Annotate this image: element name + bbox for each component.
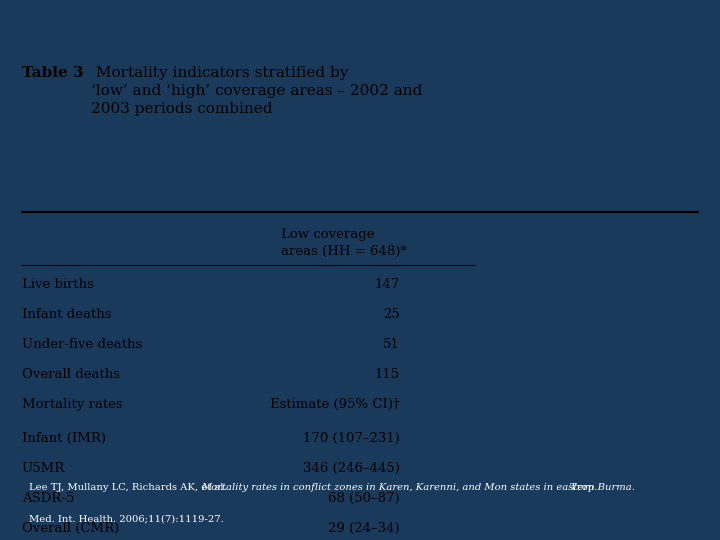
Text: Overall (CMR): Overall (CMR) [22, 522, 119, 535]
Text: U5MR: U5MR [22, 462, 65, 475]
Text: Lee TJ, Mullany LC, Richards AK, et al.: Lee TJ, Mullany LC, Richards AK, et al. [29, 483, 230, 491]
Text: Low coverage
areas (HH = 648)*: Low coverage areas (HH = 648)* [281, 228, 407, 259]
Text: 25: 25 [383, 308, 400, 321]
Text: Live births: Live births [22, 278, 94, 291]
Text: Table 3: Table 3 [22, 66, 84, 80]
Text: 346 (246–445): 346 (246–445) [302, 462, 400, 475]
Text: Infant deaths: Infant deaths [22, 308, 111, 321]
Text: Mortality indicators stratified by
‘low’ and ‘high’ coverage areas – 2002 and
20: Mortality indicators stratified by ‘low’… [91, 66, 423, 116]
Text: 170 (107–231): 170 (107–231) [302, 433, 400, 446]
Text: ASDR-5: ASDR-5 [22, 492, 74, 505]
Text: Infant (IMR): Infant (IMR) [22, 433, 106, 446]
Text: 51: 51 [383, 338, 400, 350]
Text: Under-five deaths: Under-five deaths [22, 338, 142, 350]
Text: Med. Int. Health. 2006;11(7):1119-27.: Med. Int. Health. 2006;11(7):1119-27. [29, 514, 223, 523]
Text: Mortality rates in conflict zones in Karen, Karenni, and Mon states in eastern B: Mortality rates in conflict zones in Kar… [201, 483, 635, 491]
Text: 29 (24–34): 29 (24–34) [328, 522, 400, 535]
Text: 68 (50–87): 68 (50–87) [328, 492, 400, 505]
Text: Mortality rates: Mortality rates [22, 397, 122, 410]
Text: Trop.: Trop. [567, 483, 597, 491]
Text: 147: 147 [374, 278, 400, 291]
Text: 115: 115 [374, 368, 400, 381]
Text: Estimate (95% CI)†: Estimate (95% CI)† [270, 397, 400, 410]
Text: Overall deaths: Overall deaths [22, 368, 120, 381]
